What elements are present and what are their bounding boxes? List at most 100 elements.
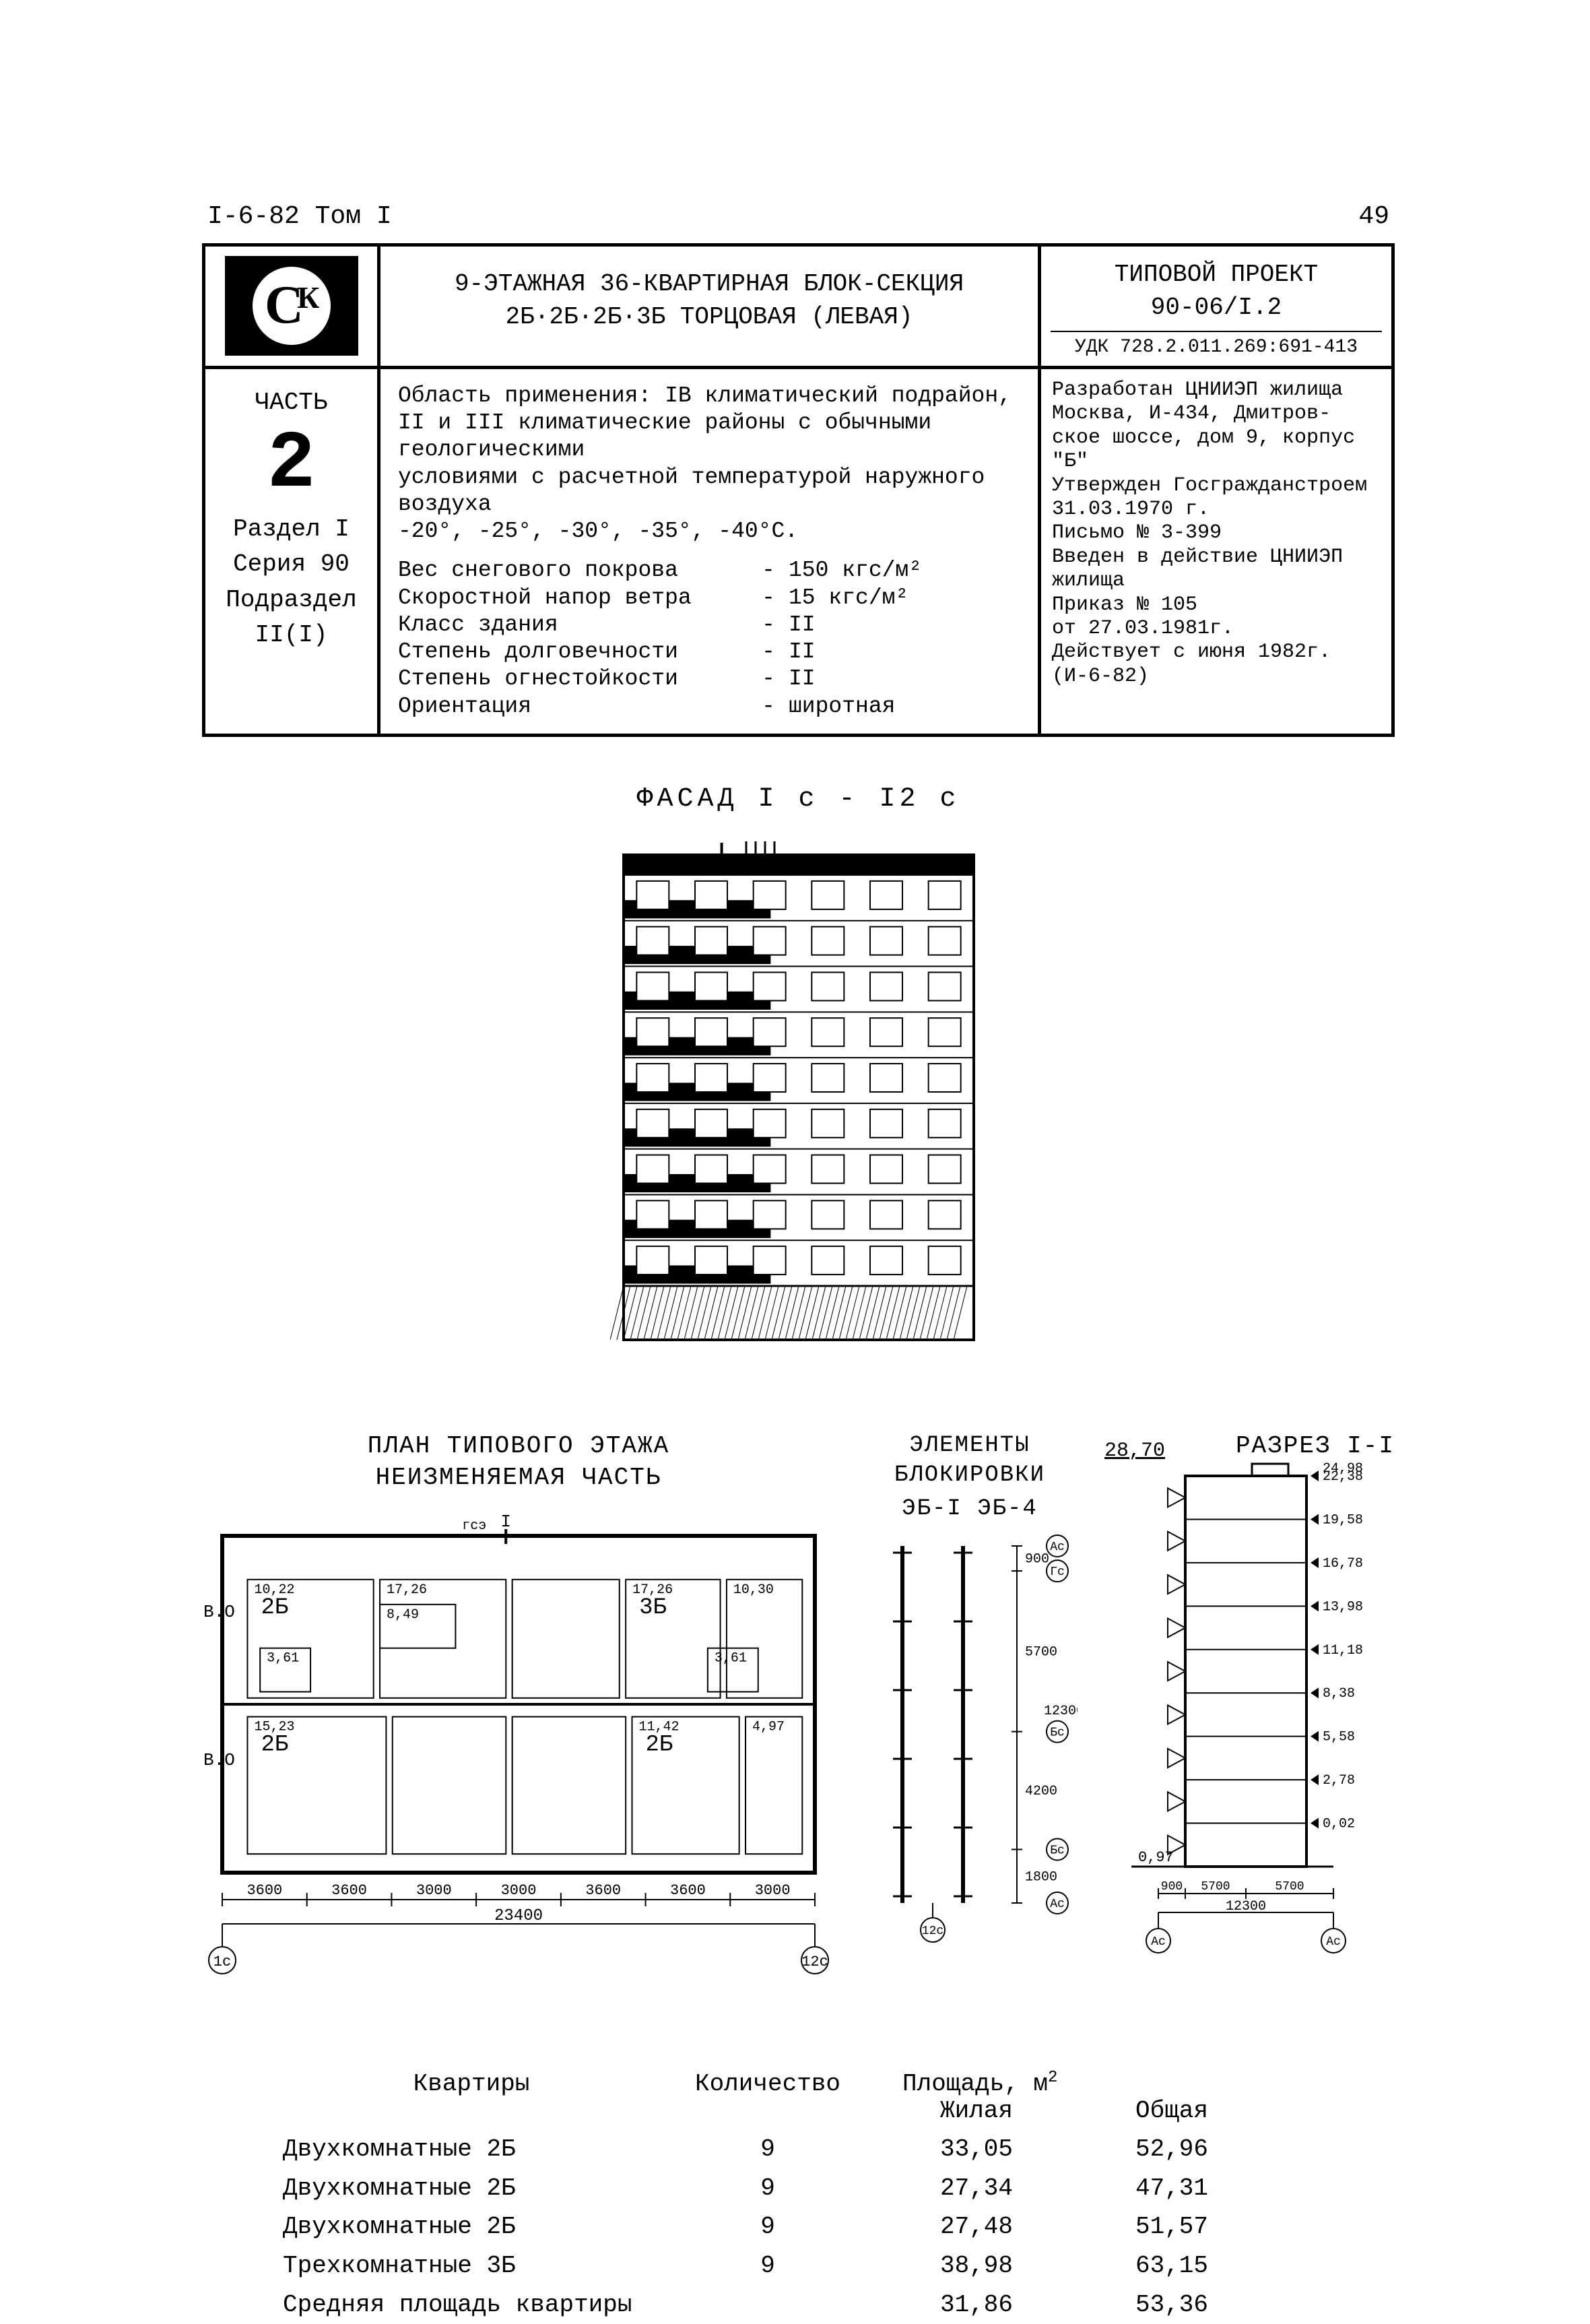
apt-h-qty: Количество <box>660 2065 875 2131</box>
svg-text:1800: 1800 <box>1025 1869 1057 1885</box>
table-row: Трехкомнатные 3Б938,9863,15 <box>202 2247 1395 2286</box>
svg-text:12300: 12300 <box>1226 1899 1266 1914</box>
apt-area-living: 38,98 <box>875 2247 1078 2286</box>
apt-name: Средняя площадь квартиры <box>202 2286 660 2324</box>
spec-dash: - <box>748 557 789 584</box>
apt-area-total: 63,15 <box>1078 2247 1266 2286</box>
svg-text:2Б: 2Б <box>261 1594 288 1620</box>
svg-text:3600: 3600 <box>585 1882 621 1899</box>
table-row: Двухкомнатные 2Б927,3447,31 <box>202 2169 1395 2208</box>
spec-rows: Вес снегового покрова-150 кгс/м²Скоростн… <box>398 557 1020 720</box>
spec-cell: Область применения: IВ климатический под… <box>380 369 1041 734</box>
plans-row: ПЛАН ТИПОВОГО ЭТАЖА НЕИЗМЕНЯЕМАЯ ЧАСТЬ 2… <box>202 1431 1395 2018</box>
spec-label: Степень долговечности <box>398 639 748 666</box>
spec-row: Вес снегового покрова-150 кгс/м² <box>398 557 1020 584</box>
svg-text:1с: 1с <box>213 1954 231 1970</box>
svg-text:Гс: Гс <box>1050 1566 1065 1579</box>
apt-rows: Двухкомнатные 2Б933,0552,96Двухкомнатные… <box>202 2130 1395 2324</box>
svg-text:8,38: 8,38 <box>1323 1686 1355 1702</box>
svg-text:15,23: 15,23 <box>254 1719 294 1735</box>
spec-dash: - <box>748 585 789 612</box>
spec-value: 15 кгс/м² <box>789 585 1020 612</box>
apartment-table: Квартиры Количество Площадь, м2 Жилая Об… <box>202 2065 1395 2324</box>
apt-area-living: 27,48 <box>875 2207 1078 2247</box>
svg-text:4,97: 4,97 <box>752 1719 785 1735</box>
svg-text:I: I <box>500 1512 511 1532</box>
spec-row: Степень долговечности-II <box>398 639 1020 666</box>
section-title: РАЗРЕЗ I-I <box>1236 1431 1395 1462</box>
svg-text:3000: 3000 <box>416 1882 452 1899</box>
facade-wrap <box>202 841 1395 1357</box>
project-cell: ТИПОВОЙ ПРОЕКТ 90-06/I.2 УДК 728.2.011.2… <box>1041 247 1391 366</box>
project-label: ТИПОВОЙ ПРОЕКТ <box>1051 259 1382 292</box>
title-frame: С К 9-ЭТАЖНАЯ 36-КВАРТИРНАЯ БЛОК-СЕКЦИЯ … <box>202 243 1395 737</box>
blocking-drawing: 90057004200123001800АсГсБсБсАс12с <box>862 1532 1078 1964</box>
apt-h-area: Площадь, м2 <box>902 2065 1057 2104</box>
spec-dash: - <box>748 666 789 692</box>
svg-text:19,58: 19,58 <box>1323 1512 1363 1528</box>
project-number: 90-06/I.2 <box>1051 292 1382 325</box>
blocking-col: ЭЛЕМЕНТЫ БЛОКИРОВКИ ЭБ-I ЭБ-4 9005700420… <box>862 1431 1078 2018</box>
part-cell: ЧАСТЬ 2 Раздел I Серия 90 Подраздел II(I… <box>205 369 380 734</box>
svg-text:16,78: 16,78 <box>1323 1556 1363 1572</box>
spec-dash: - <box>748 693 789 720</box>
blocking-subtitle: ЭБ-I ЭБ-4 <box>862 1494 1078 1524</box>
part-l2: Серия 90 <box>211 547 372 582</box>
floorplan-drawing: 2Б10,2217,268,493Б17,2610,303,613,612Б15… <box>202 1502 835 2014</box>
page: I-6-82 Том I 49 С К 9-ЭТАЖНАЯ 36-КВАРТИР… <box>0 0 1590 2307</box>
spec-value: II <box>789 666 1020 692</box>
svg-text:10,22: 10,22 <box>254 1582 294 1597</box>
apt-name: Трехкомнатные 3Б <box>202 2247 660 2286</box>
spec-value: II <box>789 612 1020 639</box>
header-pagenum: 49 <box>1358 202 1389 231</box>
spec-label: Скоростной напор ветра <box>398 585 748 612</box>
apt-h-area-text: Площадь, м <box>902 2070 1048 2098</box>
apt-qty: 9 <box>660 2169 875 2208</box>
section-col: 28,70 РАЗРЕЗ I-I 22,3819,5816,7813,9811,… <box>1104 1431 1395 2018</box>
svg-text:3,61: 3,61 <box>267 1650 299 1666</box>
spec-row: Класс здания-II <box>398 612 1020 639</box>
spec-label: Степень огнестойкости <box>398 666 748 692</box>
svg-text:3Б: 3Б <box>639 1594 667 1620</box>
svg-text:17,26: 17,26 <box>387 1582 427 1597</box>
apt-area-living: 31,86 <box>875 2286 1078 2324</box>
apt-name: Двухкомнатные 2Б <box>202 2130 660 2169</box>
spec-intro: Область применения: IВ климатический под… <box>398 383 1020 546</box>
spec-label: Вес снегового покрова <box>398 557 748 584</box>
svg-text:0,97: 0,97 <box>1138 1849 1174 1866</box>
title-line-2: 2Б·2Б·2Б·3Б ТОРЦОВАЯ (ЛЕВАЯ) <box>399 301 1019 334</box>
svg-text:900: 900 <box>1161 1880 1183 1894</box>
svg-text:10,30: 10,30 <box>733 1582 774 1597</box>
floorplan-title: ПЛАН ТИПОВОГО ЭТАЖА НЕИЗМЕНЯЕМАЯ ЧАСТЬ <box>202 1431 835 1494</box>
apt-area-total: 51,57 <box>1078 2207 1266 2247</box>
svg-text:4200: 4200 <box>1025 1784 1057 1799</box>
apt-area-total: 52,96 <box>1078 2130 1266 2169</box>
spec-row: Скоростной напор ветра-15 кгс/м² <box>398 585 1020 612</box>
spec-value: широтная <box>789 693 1020 720</box>
meta-text: Разработан ЦНИИЭП жилища Москва, И-434, … <box>1052 379 1381 688</box>
svg-text:17,26: 17,26 <box>632 1582 673 1597</box>
svg-text:11,18: 11,18 <box>1323 1643 1363 1658</box>
apt-qty <box>660 2286 875 2324</box>
logo-icon: С К <box>224 255 359 356</box>
table-row: Двухкомнатные 2Б927,4851,57 <box>202 2207 1395 2247</box>
udk-code: УДК 728.2.011.269:691-413 <box>1051 331 1382 360</box>
floorplan-col: ПЛАН ТИПОВОГО ЭТАЖА НЕИЗМЕНЯЕМАЯ ЧАСТЬ 2… <box>202 1431 835 2018</box>
part-number: 2 <box>211 424 372 505</box>
apt-area-living: 27,34 <box>875 2169 1078 2208</box>
svg-text:8,49: 8,49 <box>387 1607 419 1622</box>
apt-header-row: Квартиры Количество Площадь, м2 Жилая Об… <box>202 2065 1395 2131</box>
svg-text:5700: 5700 <box>1025 1644 1057 1660</box>
apt-h-name: Квартиры <box>202 2065 660 2131</box>
svg-text:К: К <box>297 280 319 315</box>
part-l3: Подраздел <box>211 583 372 618</box>
part-label: ЧАСТЬ <box>211 385 372 420</box>
svg-text:Ас: Ас <box>1151 1935 1166 1949</box>
svg-text:12300: 12300 <box>1044 1703 1078 1718</box>
svg-text:0,02: 0,02 <box>1323 1816 1355 1832</box>
spec-value: II <box>789 639 1020 666</box>
section-drawing: 22,3819,5816,7813,9811,188,385,582,780,0… <box>1104 1462 1387 1954</box>
svg-text:Бс: Бс <box>1050 1844 1065 1857</box>
svg-text:3,61: 3,61 <box>715 1650 747 1666</box>
svg-text:5,58: 5,58 <box>1323 1729 1355 1745</box>
